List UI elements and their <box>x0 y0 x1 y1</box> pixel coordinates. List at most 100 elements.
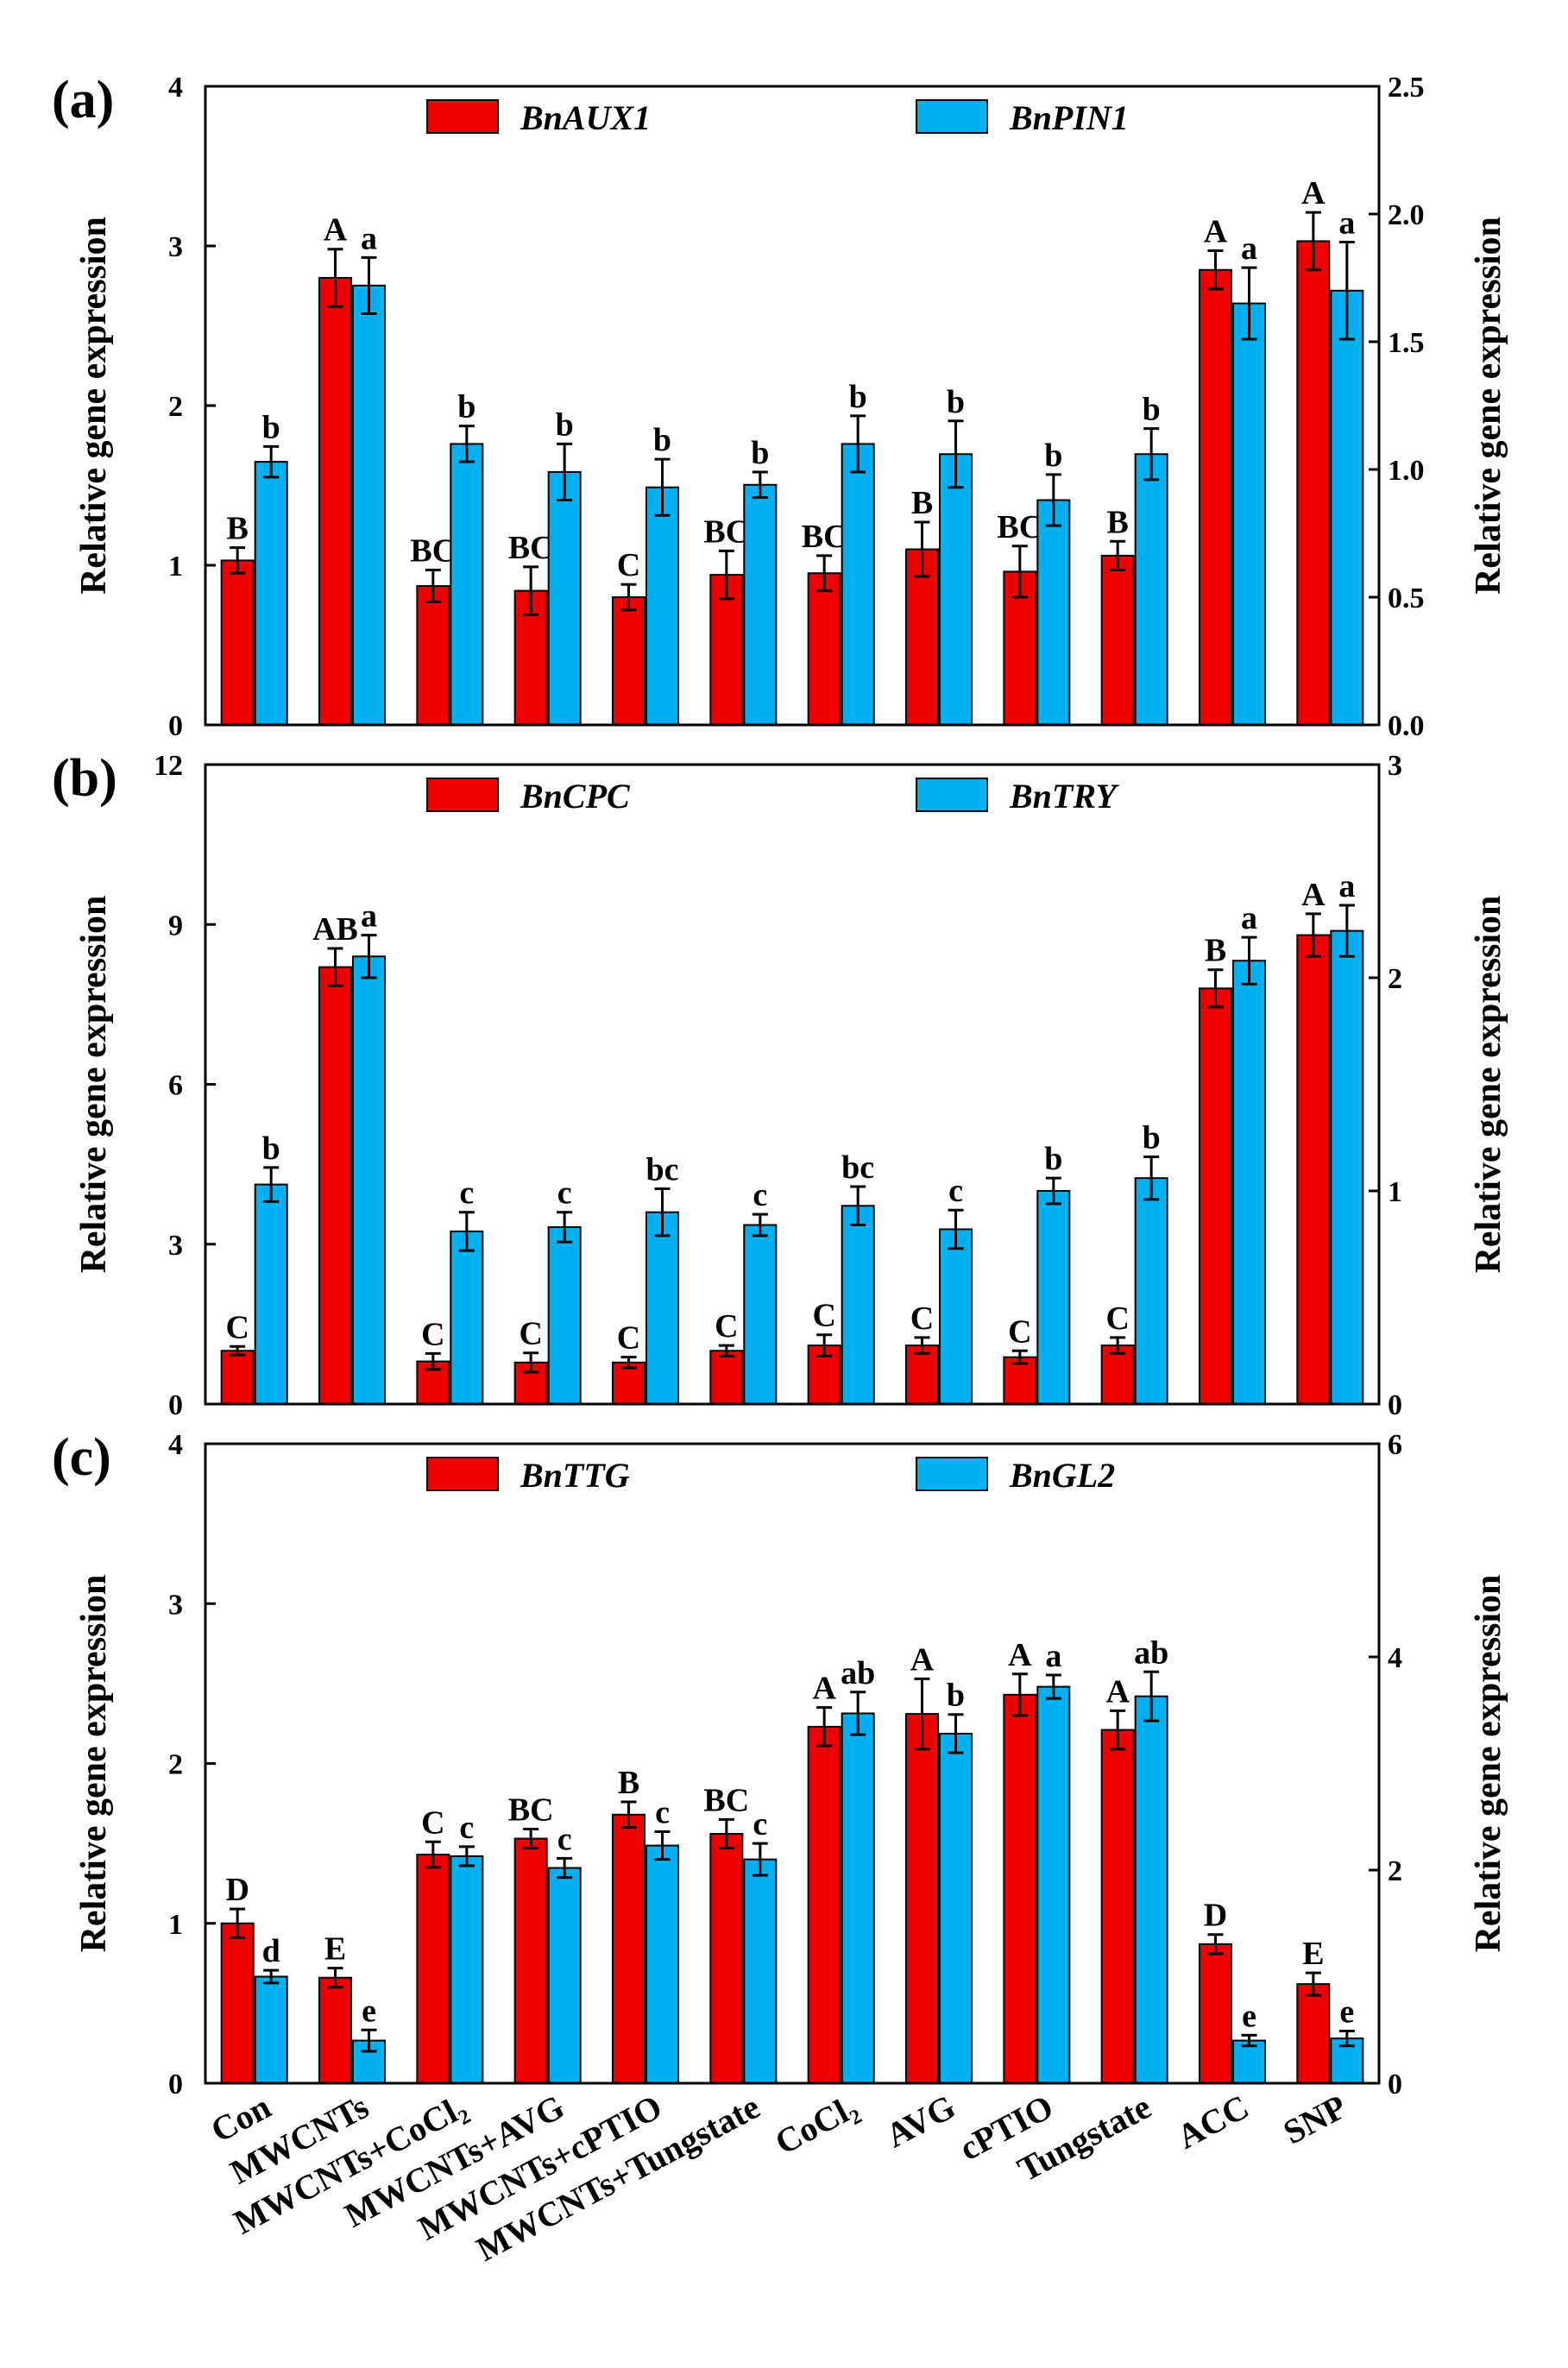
bar <box>1199 268 1232 726</box>
bar <box>1330 289 1364 726</box>
bar <box>450 1855 484 2085</box>
significance-label: A <box>1301 175 1326 211</box>
significance-label: ab <box>1134 1634 1168 1671</box>
y-tick-label: 2 <box>168 1749 183 1781</box>
significance-label: C <box>519 1316 542 1352</box>
bar <box>905 1345 939 1405</box>
y-tick-label: 3 <box>168 1230 183 1262</box>
y-tick-label-right: 3 <box>1388 750 1402 782</box>
significance-label: b <box>653 422 671 458</box>
significance-label: A <box>910 1641 935 1678</box>
significance-label: E <box>324 1931 346 1968</box>
significance-label: D <box>225 1872 249 1908</box>
significance-label: bc <box>841 1149 874 1186</box>
panel-label: (a) <box>52 71 114 129</box>
bar <box>939 1228 973 1405</box>
y-tick-label-right: 0.5 <box>1388 583 1425 614</box>
y-tick-label: 4 <box>168 72 183 104</box>
significance-label: a <box>361 898 377 935</box>
y-tick-label: 3 <box>168 231 183 263</box>
legend-label: BnAUX1 <box>520 98 651 137</box>
significance-label: BC <box>703 513 749 550</box>
significance-label: a <box>1338 868 1355 904</box>
significance-label: C <box>421 1316 444 1352</box>
bar <box>1232 960 1266 1405</box>
y-tick-label-right: 0.0 <box>1388 710 1425 742</box>
bar <box>1330 929 1364 1406</box>
y-tick-label: 0 <box>168 2069 183 2100</box>
y-tick-label: 3 <box>168 1589 183 1621</box>
significance-label: c <box>655 1795 670 1831</box>
significance-label: e <box>1242 1998 1256 2034</box>
significance-label: c <box>557 1175 572 1212</box>
significance-label: C <box>617 1320 640 1357</box>
significance-label: B <box>911 485 933 521</box>
significance-label: A <box>1204 214 1228 250</box>
legend-label: BnCPC <box>520 777 631 816</box>
significance-label: BC <box>508 530 554 566</box>
significance-label: d <box>262 1933 280 1969</box>
bar <box>841 1205 875 1406</box>
y-axis-title-right: Relative gene expression <box>1469 217 1508 595</box>
bar <box>220 559 255 727</box>
y-tick-label-right: 1 <box>1388 1176 1402 1208</box>
y-tick-label: 4 <box>168 1429 183 1461</box>
bar <box>841 443 875 727</box>
bar <box>1134 1177 1168 1406</box>
bar <box>709 1350 744 1405</box>
y-tick-label: 6 <box>168 1070 183 1102</box>
bar <box>1036 1190 1071 1405</box>
bar <box>645 1844 679 2084</box>
legend-swatch <box>916 99 988 134</box>
bar <box>513 1837 548 2084</box>
bar <box>807 1725 841 2084</box>
bar <box>318 966 352 1406</box>
significance-label: b <box>1044 438 1062 474</box>
significance-label: C <box>421 1804 444 1841</box>
bar <box>1036 499 1071 727</box>
bar <box>709 1833 744 2084</box>
y-axis-title-right: Relative gene expression <box>1469 896 1508 1274</box>
bar <box>1199 1943 1232 2085</box>
bar <box>743 483 778 726</box>
bar <box>612 596 645 726</box>
legend-label: BnTRY <box>1009 777 1119 816</box>
significance-label: c <box>753 1177 767 1213</box>
significance-label: A <box>324 212 348 249</box>
bar <box>1003 1693 1037 2085</box>
significance-label: a <box>1241 900 1257 936</box>
y-tick-label: 1 <box>168 1909 183 1941</box>
y-axis-title: Relative gene expression <box>74 896 114 1274</box>
bar <box>416 1854 450 2085</box>
legend-label: BnTTG <box>520 1456 630 1495</box>
significance-label: E <box>1302 1936 1324 1972</box>
significance-label: B <box>1205 933 1226 969</box>
significance-label: B <box>618 1765 639 1801</box>
significance-label: ab <box>841 1655 875 1691</box>
bar <box>254 1975 288 2084</box>
y-axis-title: Relative gene expression <box>74 1575 114 1953</box>
legend-label: BnPIN1 <box>1009 98 1129 137</box>
panel-2: D E C BC B BC A A A A D Ed e c c c c ab b a ab e e 0 1 2 3 4 0 2 4 6 Rel… <box>52 1428 1508 2100</box>
category-label: AVG <box>879 2087 961 2155</box>
bar <box>352 284 386 726</box>
legend-swatch <box>916 778 988 812</box>
significance-label: e <box>1339 1993 1354 2030</box>
significance-label: b <box>556 406 574 443</box>
significance-label: A <box>1008 1637 1032 1673</box>
significance-label: c <box>753 1806 767 1842</box>
significance-label: c <box>557 1821 572 1857</box>
significance-label: D <box>1204 1898 1227 1934</box>
y-tick-label-right: 1.5 <box>1388 327 1425 359</box>
significance-label: C <box>617 547 640 583</box>
significance-label: c <box>948 1173 963 1209</box>
bar <box>905 1713 939 2084</box>
category-label: CoCl₂ <box>769 2087 864 2162</box>
significance-label: C <box>225 1309 249 1345</box>
y-tick-label-right: 2 <box>1388 963 1402 995</box>
bar <box>220 1350 255 1405</box>
y-tick-label-right: 2.0 <box>1388 199 1425 231</box>
legend-swatch <box>426 778 499 812</box>
significance-label: a <box>1045 1638 1061 1674</box>
